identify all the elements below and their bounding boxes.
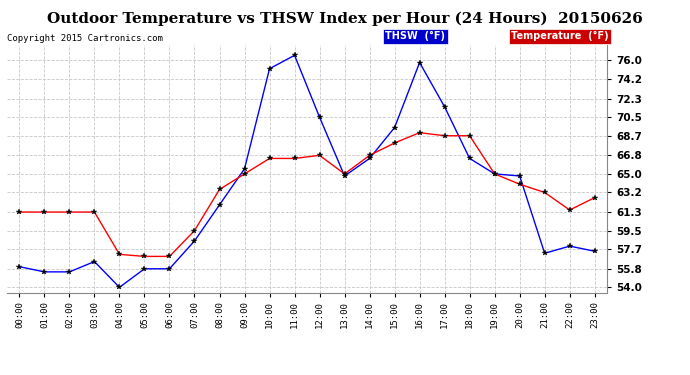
Text: THSW  (°F): THSW (°F) — [385, 31, 445, 41]
Text: Temperature  (°F): Temperature (°F) — [511, 31, 609, 41]
Text: Outdoor Temperature vs THSW Index per Hour (24 Hours)  20150626: Outdoor Temperature vs THSW Index per Ho… — [47, 11, 643, 26]
Text: Copyright 2015 Cartronics.com: Copyright 2015 Cartronics.com — [7, 33, 163, 42]
